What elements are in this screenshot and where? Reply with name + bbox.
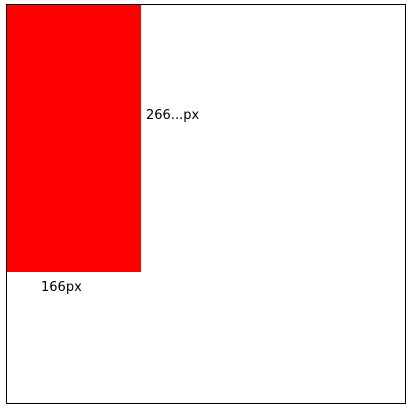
height-label: 266...px (146, 108, 200, 123)
width-label: 166px (41, 280, 82, 295)
canvas-frame: 266...px 166px (6, 4, 406, 404)
red-box (7, 5, 141, 272)
